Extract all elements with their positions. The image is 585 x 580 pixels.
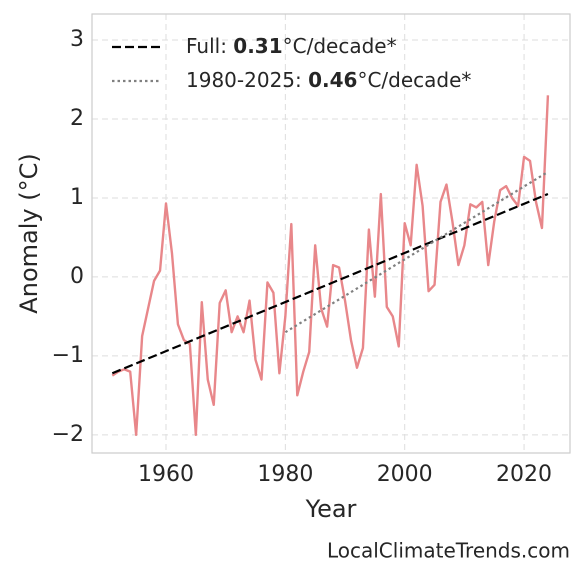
legend-label: Full: 0.31°C/decade*	[186, 34, 397, 58]
y-tick-label: 2	[70, 106, 84, 131]
y-tick-label: −2	[52, 422, 84, 447]
x-tick-label: 1960	[138, 462, 194, 487]
source: LocalClimateTrends.com	[327, 539, 570, 563]
legend-text-part: 1980-2025:	[186, 68, 308, 92]
y-tick-label: 3	[70, 27, 84, 52]
legend-text-part: °C/decade*	[357, 68, 471, 92]
legend-text-part: 0.31	[233, 34, 282, 58]
y-axis-label: Anomaly (°C)	[15, 153, 43, 313]
plot-frame	[91, 13, 571, 454]
trend-line	[284, 170, 549, 334]
data-line	[111, 95, 550, 437]
x-tick-label: 1980	[257, 462, 313, 487]
legend-text-part: °C/decade*	[283, 34, 397, 58]
legend-label: 1980-2025: 0.46°C/decade*	[186, 68, 471, 92]
legend-text-part: Full:	[186, 34, 233, 58]
x-axis-label: Year	[305, 495, 357, 523]
y-tick-label: 0	[70, 264, 84, 289]
x-tick-label: 2000	[377, 462, 433, 487]
x-tick-label: 2020	[496, 462, 552, 487]
legend-text-part: 0.46	[308, 68, 357, 92]
y-tick-label: 1	[70, 185, 84, 210]
y-tick-label: −1	[52, 343, 84, 368]
trend-line	[111, 193, 549, 375]
